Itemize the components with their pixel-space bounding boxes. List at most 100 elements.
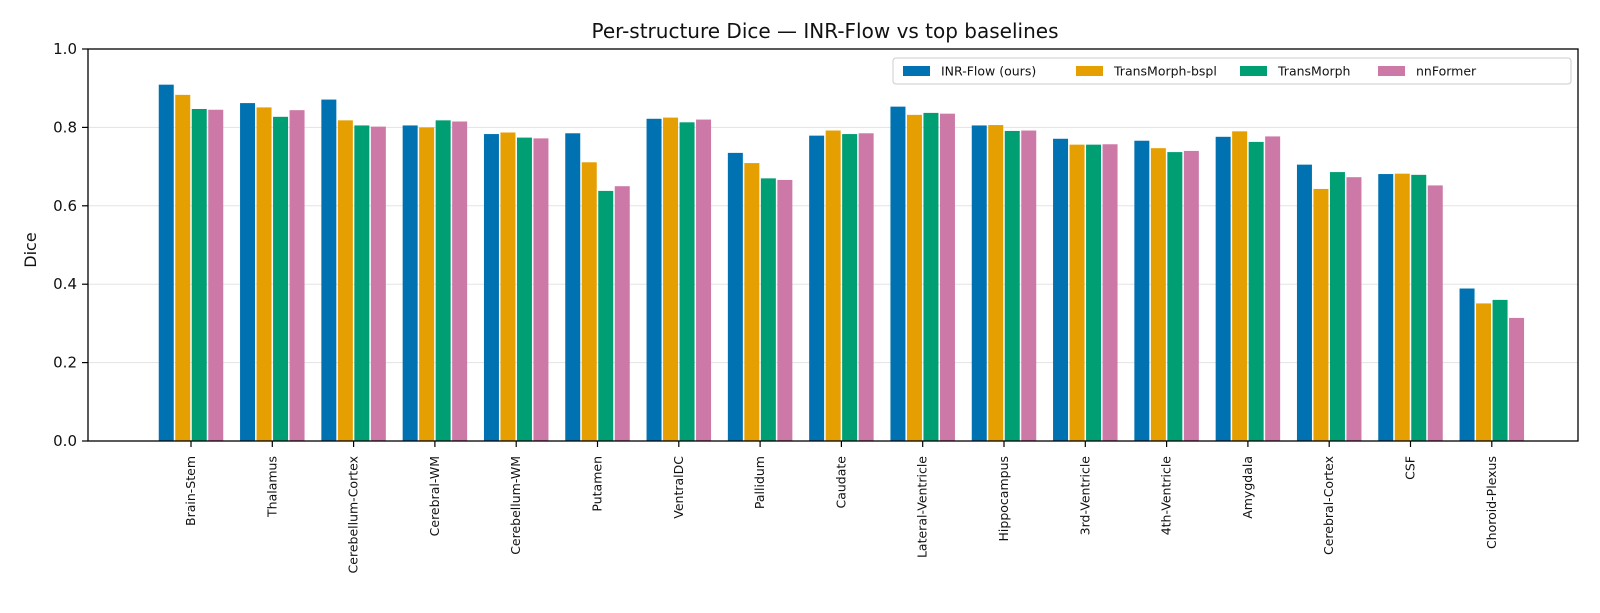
y-tick-label: 0.4 [53, 275, 77, 293]
bar-inr-flow-ours-amygdala [1215, 136, 1231, 442]
bar-inr-flow-ours-ventraldc [646, 118, 662, 441]
bar-nnformer-4th-ventricle [1183, 150, 1199, 442]
bar-transmorph-3rd-ventricle [1086, 144, 1102, 441]
bar-transmorph-bspl-cerebellum-cortex [337, 120, 353, 442]
bar-inr-flow-ours-3rd-ventricle [1053, 138, 1069, 441]
bar-inr-flow-ours-lateral-ventricle [890, 106, 906, 442]
x-tick-label: Brain-Stem [183, 456, 198, 526]
bar-transmorph-cerebellum-wm [516, 137, 532, 442]
x-tick-label: Hippocampus [996, 456, 1011, 541]
bar-transmorph-thalamus [273, 116, 289, 441]
bar-transmorph-csf [1411, 174, 1427, 441]
bar-inr-flow-ours-pallidum [727, 152, 743, 441]
bar-inr-flow-ours-caudate [809, 135, 825, 441]
bar-transmorph-pallidum [760, 178, 776, 442]
x-tick-label: VentralDC [671, 456, 686, 519]
bar-transmorph-choroid-plexus [1492, 299, 1508, 441]
bar-nnformer-caudate [858, 133, 874, 441]
bar-nnformer-ventraldc [696, 119, 712, 441]
x-tick-label: Cerebellum-Cortex [346, 456, 361, 573]
y-tick-label: 1.0 [53, 40, 77, 58]
bar-inr-flow-ours-csf [1378, 174, 1394, 441]
bar-transmorph-hippocampus [1004, 130, 1020, 442]
y-tick-label: 0.8 [53, 118, 77, 136]
legend-swatch [903, 66, 930, 76]
legend-label: nnFormer [1416, 64, 1477, 79]
x-tick-label: Pallidum [752, 456, 767, 509]
legend-frame [892, 57, 1572, 85]
bar-transmorph-bspl-cerebral-wm [419, 127, 435, 442]
x-tick-label: 3rd-Ventricle [1077, 456, 1092, 536]
bar-nnformer-csf [1427, 185, 1443, 441]
x-tick-label: Putamen [590, 456, 605, 512]
bar-transmorph-bspl-4th-ventricle [1150, 148, 1166, 441]
bars-group [158, 84, 1525, 442]
bar-transmorph-4th-ventricle [1167, 152, 1183, 441]
legend-swatch [1076, 66, 1103, 76]
y-axis-label: Dice [21, 232, 40, 267]
bar-nnformer-lateral-ventricle [939, 113, 955, 442]
bar-transmorph-cerebral-cortex [1329, 172, 1345, 441]
bar-inr-flow-ours-thalamus [240, 103, 256, 441]
bar-inr-flow-ours-cerebral-wm [402, 125, 418, 441]
bar-nnformer-brain-stem [208, 109, 224, 441]
bar-inr-flow-ours-brain-stem [158, 84, 174, 441]
bar-transmorph-bspl-hippocampus [988, 125, 1004, 441]
bar-transmorph-bspl-putamen [581, 162, 597, 441]
bar-inr-flow-ours-putamen [565, 133, 581, 441]
bar-inr-flow-ours-hippocampus [971, 125, 987, 441]
x-axis-ticks: Brain-Stem Thalamus Cerebellum-Cortex Cereb… [183, 441, 1499, 573]
x-tick-label: Cerebral-WM [427, 456, 442, 536]
bar-nnformer-cerebellum-wm [533, 138, 549, 441]
legend: INR-Flow (ours) TransMorph-bspl TransMorph… [892, 57, 1572, 85]
y-tick-label: 0.6 [53, 197, 77, 215]
x-tick-label: Cerebellum-WM [508, 456, 523, 555]
legend-label: TransMorph-bspl [1113, 64, 1217, 79]
x-tick-label: Thalamus [264, 456, 279, 518]
bar-transmorph-bspl-cerebellum-wm [500, 132, 516, 441]
plot-frame [87, 48, 1579, 442]
bar-nnformer-hippocampus [1021, 130, 1037, 441]
bar-nnformer-thalamus [289, 110, 305, 441]
x-tick-label: Amygdala [1240, 456, 1255, 519]
x-tick-label: CSF [1403, 456, 1418, 480]
bar-transmorph-bspl-cerebral-cortex [1313, 188, 1329, 441]
bar-transmorph-bspl-lateral-ventricle [906, 114, 922, 441]
bar-transmorph-bspl-caudate [825, 130, 841, 441]
x-tick-label: 4th-Ventricle [1159, 456, 1174, 536]
bar-transmorph-bspl-brain-stem [175, 94, 191, 441]
bar-transmorph-putamen [598, 190, 614, 441]
bar-transmorph-brain-stem [191, 108, 207, 441]
legend-swatch [1378, 66, 1405, 76]
bar-transmorph-lateral-ventricle [923, 112, 939, 442]
bar-transmorph-bspl-pallidum [744, 163, 760, 441]
legend-label: TransMorph [1277, 64, 1350, 79]
bar-nnformer-putamen [614, 186, 630, 441]
bar-transmorph-amygdala [1248, 141, 1264, 442]
x-tick-label: Lateral-Ventricle [915, 456, 930, 558]
bar-transmorph-ventraldc [679, 122, 695, 441]
bar-inr-flow-ours-cerebral-cortex [1296, 164, 1312, 441]
bar-inr-flow-ours-cerebellum-wm [483, 134, 499, 441]
chart-title: Per-structure Dice — INR-Flow vs top bas… [591, 19, 1058, 43]
bar-nnformer-3rd-ventricle [1102, 144, 1118, 442]
bar-nnformer-cerebral-wm [452, 121, 468, 442]
bar-inr-flow-ours-4th-ventricle [1134, 140, 1150, 441]
bar-nnformer-pallidum [777, 179, 793, 442]
bar-transmorph-cerebellum-cortex [354, 125, 370, 441]
bar-nnformer-choroid-plexus [1509, 317, 1525, 441]
y-axis-ticks: 0.0 0.2 0.4 0.6 0.8 1.0 [53, 40, 88, 450]
bar-nnformer-amygdala [1265, 136, 1281, 441]
bar-inr-flow-ours-cerebellum-cortex [321, 99, 337, 442]
bar-inr-flow-ours-choroid-plexus [1459, 288, 1475, 441]
bar-transmorph-cerebral-wm [435, 120, 451, 442]
bar-nnformer-cerebral-cortex [1346, 177, 1362, 441]
bar-transmorph-bspl-amygdala [1232, 131, 1248, 441]
x-tick-label: Caudate [833, 456, 848, 509]
y-tick-label: 0.0 [53, 432, 77, 450]
x-tick-label: Choroid-Plexus [1484, 456, 1499, 549]
y-tick-label: 0.2 [53, 354, 77, 372]
bar-transmorph-bspl-choroid-plexus [1476, 303, 1492, 441]
bar-transmorph-caudate [842, 134, 858, 441]
